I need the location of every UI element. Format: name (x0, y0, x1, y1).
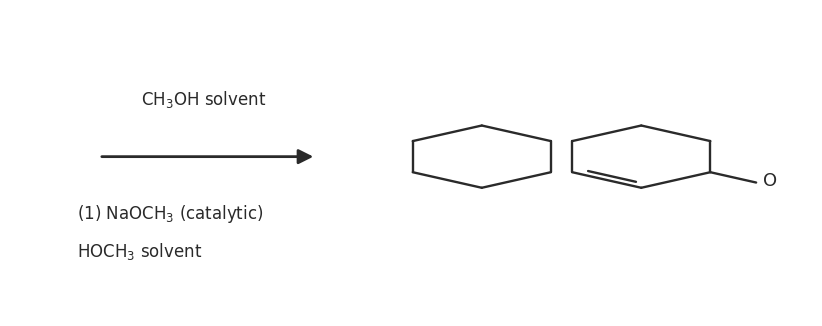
Text: (1) NaOCH$_3$ (catalytic): (1) NaOCH$_3$ (catalytic) (77, 203, 264, 225)
Text: HOCH$_3$ solvent: HOCH$_3$ solvent (77, 242, 203, 262)
Text: CH$_3$OH solvent: CH$_3$OH solvent (141, 89, 266, 110)
Text: O: O (763, 172, 777, 190)
